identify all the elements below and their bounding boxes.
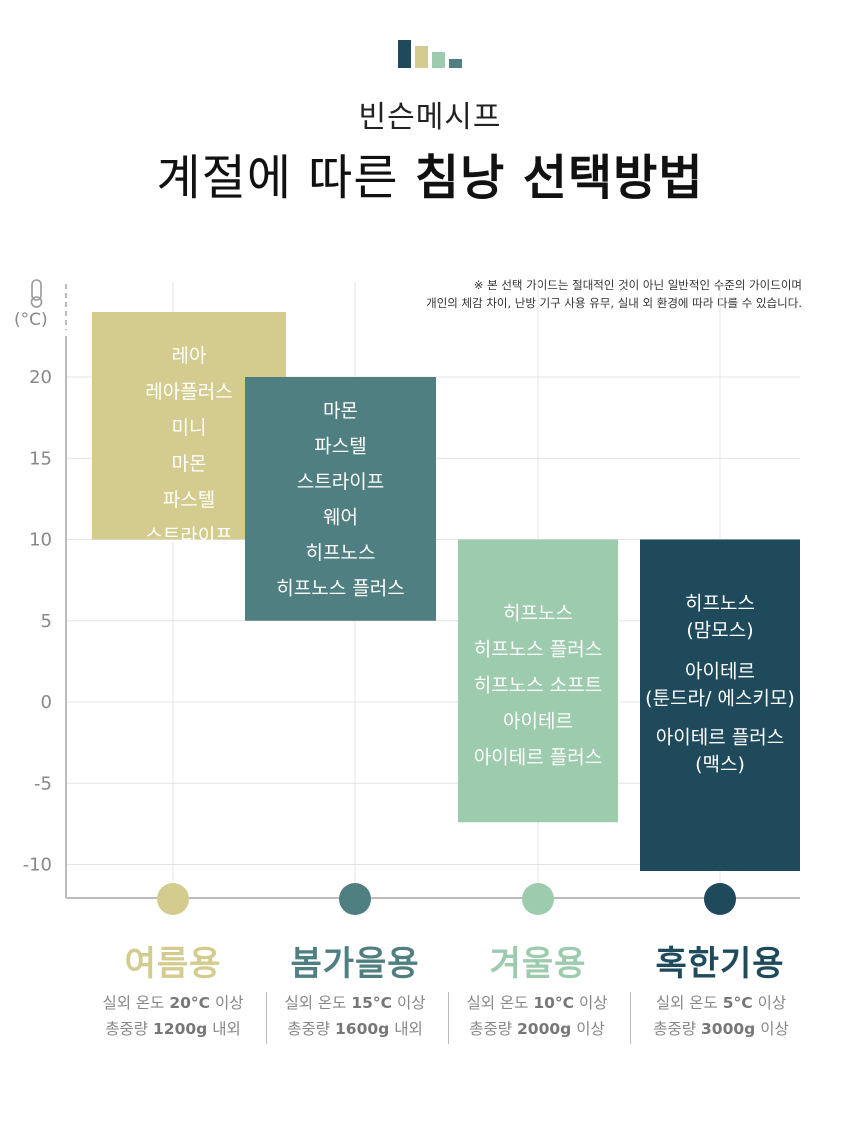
y-tick-label: 5 — [41, 611, 52, 632]
weight-condition: 총중량 3000g 이상 — [653, 1020, 789, 1038]
range-bar-winter — [458, 539, 618, 823]
y-tick-label: 10 — [29, 530, 52, 551]
weight-condition: 총중량 1200g 내외 — [105, 1020, 241, 1038]
bar-logo-icon — [398, 38, 464, 68]
condition-divider — [448, 992, 449, 1044]
range-bar-extreme — [640, 539, 800, 871]
product-label: 히프노스 소프트 — [474, 675, 602, 697]
temp-condition: 실외 온도 5°C 이상 — [655, 994, 787, 1012]
category-winter: 겨울용 — [489, 944, 587, 984]
category-extreme: 혹한기용 — [655, 944, 785, 984]
temp-condition: 실외 온도 15°C 이상 — [284, 994, 426, 1012]
product-label: 파스텔 — [314, 436, 366, 458]
product-label: (맘모스) — [686, 620, 753, 642]
product-label: 스트라이프 — [145, 525, 232, 547]
y-tick-label: 20 — [29, 367, 52, 388]
product-label: 레아 — [172, 345, 207, 367]
weight-condition: 총중량 1600g 내외 — [287, 1020, 423, 1038]
condition-extreme: 실외 온도 5°C 이상 총중량 3000g 이상 — [628, 990, 814, 1042]
product-label: 히프노스 플러스 — [276, 578, 404, 600]
product-label: 히프노스 — [503, 603, 573, 625]
brand-name: 빈슨메시프 — [358, 100, 502, 135]
title-bold: 침낭 선택방법 — [414, 150, 704, 206]
product-label: 히프노스 — [685, 593, 755, 615]
weight-condition: 총중량 2000g 이상 — [469, 1020, 605, 1038]
title-light: 계절에 따른 — [156, 150, 399, 206]
product-label: 파스텔 — [163, 489, 215, 511]
category-dot-spring_fall — [339, 883, 371, 915]
category-dot-winter — [522, 883, 554, 915]
temp-condition: 실외 온도 20°C 이상 — [102, 994, 244, 1012]
y-tick-label: -5 — [34, 773, 52, 794]
product-label: (맥스) — [695, 754, 745, 776]
product-label: 아이테르 — [503, 711, 573, 733]
category-dot-summer — [157, 883, 189, 915]
product-label: 미니 — [172, 417, 207, 439]
product-label: 마몬 — [172, 453, 207, 475]
product-label: 웨어 — [323, 507, 358, 529]
condition-divider — [266, 992, 267, 1044]
category-spring-fall: 봄가을용 — [290, 944, 420, 984]
y-tick-label: 0 — [41, 692, 52, 713]
condition-summer: 실외 온도 20°C 이상 총중량 1200g 내외 — [80, 990, 266, 1042]
product-label: 아이테르 — [685, 661, 755, 683]
product-label: 히프노스 플러스 — [474, 639, 602, 661]
condition-divider — [630, 992, 631, 1044]
condition-spring-fall: 실외 온도 15°C 이상 총중량 1600g 내외 — [262, 990, 448, 1042]
disclaimer-line-2: 개인의 체감 차이, 난방 기구 사용 유무, 실내 외 환경에 따라 다를 수… — [426, 296, 802, 310]
thermometer-icon — [30, 279, 43, 308]
category-dot-extreme — [704, 883, 736, 915]
range-bar-spring_fall — [245, 377, 436, 621]
product-label: 히프노스 — [306, 542, 376, 564]
product-label: 레아플러스 — [145, 381, 232, 403]
product-label: 아이테르 플러스 — [474, 747, 602, 769]
product-label: 아이테르 플러스 — [656, 727, 784, 749]
product-label: 마몬 — [323, 400, 358, 422]
y-axis-unit: (°C) — [14, 310, 48, 330]
y-tick-label: 15 — [29, 448, 52, 469]
condition-winter: 실외 온도 10°C 이상 총중량 2000g 이상 — [444, 990, 630, 1042]
y-tick-label: -10 — [23, 855, 52, 876]
product-label: 스트라이프 — [297, 471, 384, 493]
category-summer: 여름용 — [124, 944, 222, 984]
product-label: (툰드라/ 에스키모) — [645, 688, 795, 710]
temp-condition: 실외 온도 10°C 이상 — [466, 994, 608, 1012]
page-title: 계절에 따른 침낭 선택방법 — [0, 138, 860, 208]
